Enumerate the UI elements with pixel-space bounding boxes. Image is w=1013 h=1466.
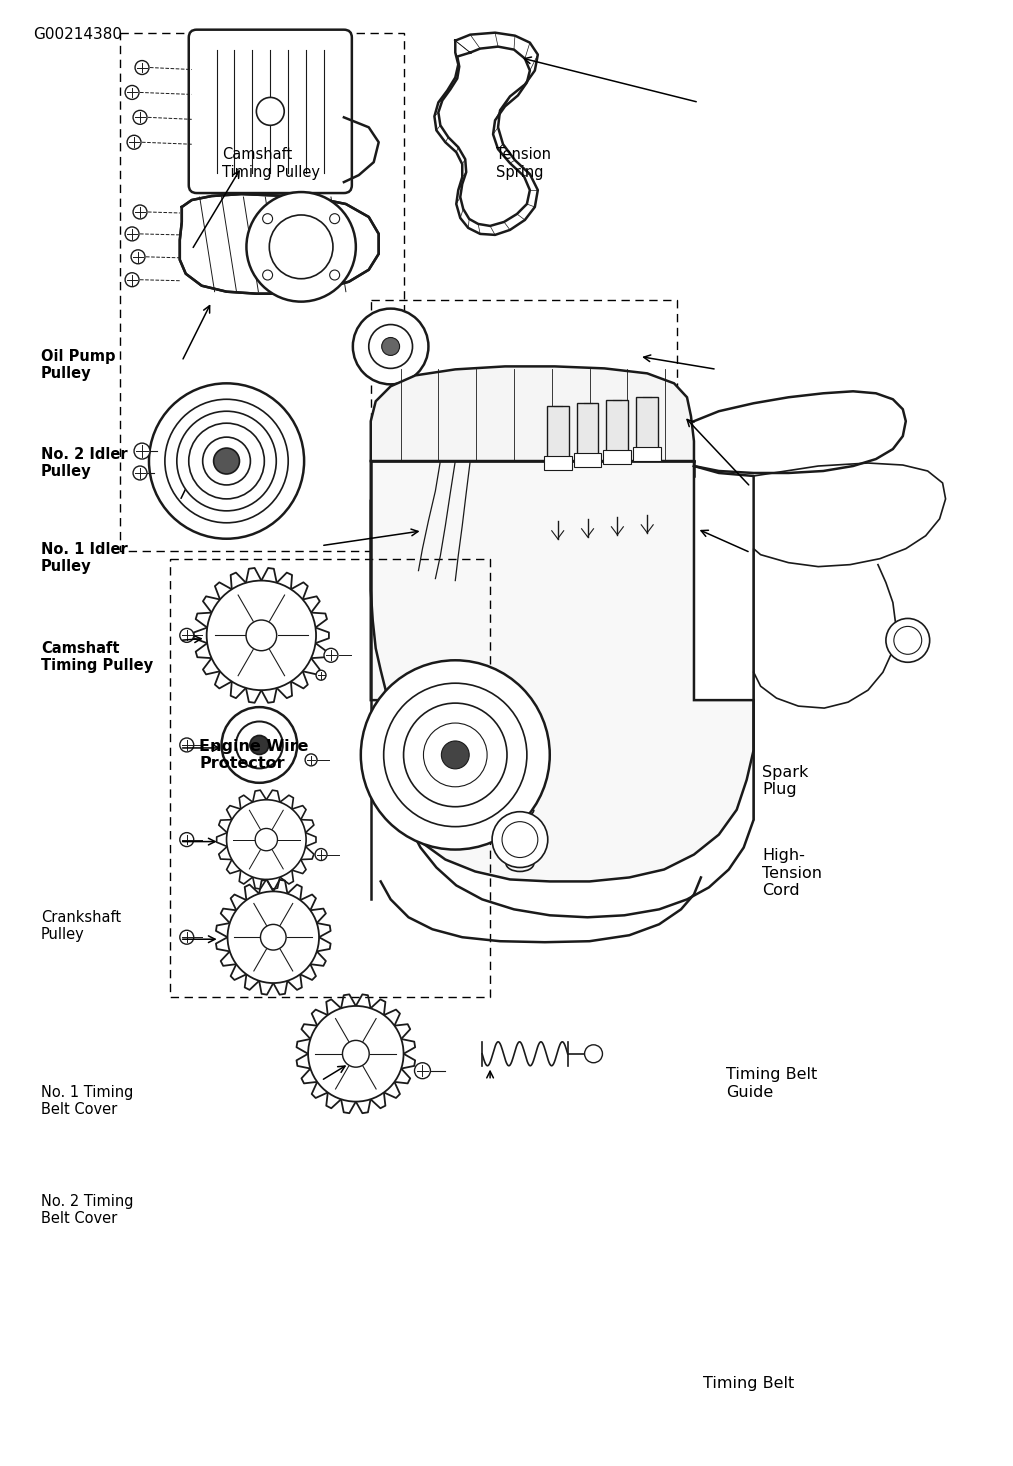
Text: No. 1 Timing
Belt Cover: No. 1 Timing Belt Cover (42, 1085, 134, 1117)
Bar (604, 450, 631, 465)
Circle shape (179, 931, 193, 944)
Circle shape (403, 704, 506, 806)
Bar (636, 397, 658, 454)
Circle shape (329, 270, 339, 280)
Circle shape (133, 205, 147, 218)
Bar (121, 32, 403, 551)
Bar (576, 403, 599, 460)
Circle shape (227, 800, 306, 880)
Text: Oil Pump
Pulley: Oil Pump Pulley (42, 349, 115, 381)
Circle shape (262, 270, 272, 280)
Bar (607, 400, 628, 457)
Circle shape (423, 723, 487, 787)
Circle shape (135, 60, 149, 75)
Polygon shape (179, 194, 379, 293)
Circle shape (342, 1041, 369, 1067)
Circle shape (228, 891, 319, 984)
Circle shape (255, 828, 278, 850)
Circle shape (203, 437, 250, 485)
Circle shape (315, 849, 327, 861)
Circle shape (179, 629, 193, 642)
Circle shape (246, 620, 277, 651)
Circle shape (262, 214, 272, 224)
Circle shape (131, 249, 145, 264)
Circle shape (369, 324, 412, 368)
Circle shape (203, 415, 215, 427)
Polygon shape (371, 460, 754, 881)
Circle shape (212, 498, 224, 510)
Circle shape (353, 309, 428, 384)
Circle shape (236, 721, 283, 768)
Circle shape (258, 476, 270, 490)
Circle shape (260, 925, 286, 950)
Text: Engine Wire
Protector: Engine Wire Protector (200, 739, 309, 771)
Circle shape (133, 110, 147, 125)
Text: No. 2 Timing
Belt Cover: No. 2 Timing Belt Cover (42, 1193, 134, 1226)
Text: G00214380: G00214380 (33, 28, 122, 43)
Circle shape (207, 581, 316, 690)
Circle shape (134, 443, 150, 459)
Circle shape (250, 736, 268, 755)
Circle shape (188, 424, 264, 498)
Circle shape (177, 460, 189, 472)
Circle shape (382, 337, 399, 355)
Circle shape (324, 648, 338, 663)
Circle shape (329, 214, 339, 224)
Bar (633, 447, 661, 460)
Circle shape (269, 216, 333, 279)
Circle shape (256, 97, 285, 125)
Circle shape (133, 466, 147, 479)
Circle shape (125, 85, 139, 100)
Circle shape (308, 1006, 403, 1101)
Bar (547, 406, 568, 465)
Bar (170, 559, 490, 997)
Circle shape (414, 1063, 431, 1079)
Bar (573, 453, 602, 468)
Text: Spark
Plug: Spark Plug (763, 765, 808, 798)
Circle shape (179, 833, 193, 846)
Circle shape (214, 449, 239, 474)
Circle shape (125, 227, 139, 240)
Circle shape (125, 273, 139, 287)
Circle shape (893, 626, 922, 654)
Circle shape (246, 192, 356, 302)
Circle shape (492, 812, 548, 868)
Circle shape (127, 135, 141, 150)
Circle shape (361, 660, 550, 850)
Circle shape (165, 399, 289, 523)
Circle shape (305, 754, 317, 765)
Circle shape (442, 740, 469, 768)
Circle shape (502, 821, 538, 858)
Text: Tension
Spring: Tension Spring (496, 147, 551, 180)
Text: Camshaft
Timing Pulley: Camshaft Timing Pulley (42, 641, 153, 673)
Polygon shape (371, 366, 694, 460)
Text: Crankshaft
Pulley: Crankshaft Pulley (42, 909, 122, 943)
Text: Timing Belt: Timing Belt (703, 1377, 794, 1391)
Circle shape (253, 425, 265, 438)
Circle shape (886, 619, 930, 663)
FancyBboxPatch shape (188, 29, 352, 194)
Bar (371, 299, 677, 498)
Circle shape (177, 412, 277, 510)
Text: High-
Tension
Cord: High- Tension Cord (763, 849, 823, 899)
Text: No. 1 Idler
Pulley: No. 1 Idler Pulley (42, 541, 128, 575)
Circle shape (149, 383, 304, 538)
Circle shape (585, 1045, 603, 1063)
Text: No. 2 Idler
Pulley: No. 2 Idler Pulley (42, 447, 128, 479)
Text: Camshaft
Timing Pulley: Camshaft Timing Pulley (223, 147, 320, 180)
Circle shape (384, 683, 527, 827)
Circle shape (179, 737, 193, 752)
Circle shape (222, 707, 297, 783)
Bar (544, 456, 571, 471)
Text: Timing Belt
Guide: Timing Belt Guide (726, 1067, 817, 1100)
Circle shape (316, 670, 326, 680)
